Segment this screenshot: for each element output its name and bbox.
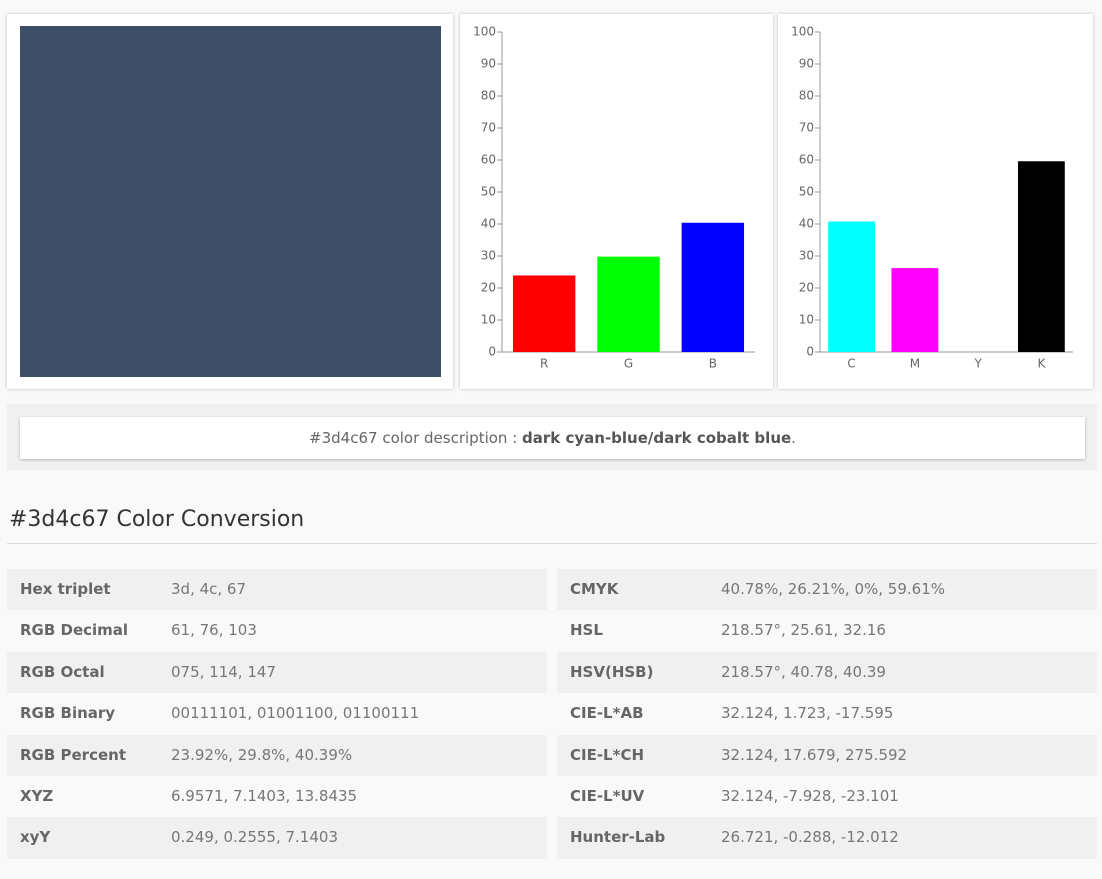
conversion-row: CIE-L*UV 32.124, -7.928, -23.101 xyxy=(557,775,1097,818)
y-tick-label: 100 xyxy=(473,25,496,39)
y-tick-label: 50 xyxy=(799,185,814,199)
y-tick-label: 10 xyxy=(799,313,814,327)
row-label: RGB Binary xyxy=(20,704,116,723)
row-value: 218.57°, 25.61, 32.16 xyxy=(721,621,886,640)
conversion-row: CIE-L*CH 32.124, 17.679, 275.592 xyxy=(557,734,1097,776)
conversion-row: CIE-L*AB 32.124, 1.723, -17.595 xyxy=(557,693,1097,735)
x-tick-label: C xyxy=(847,357,855,371)
row-label: CIE-L*UV xyxy=(570,786,645,805)
row-label: xyY xyxy=(20,828,51,847)
row-value: 23.92%, 29.8%, 40.39% xyxy=(171,745,353,764)
y-tick-label: 70 xyxy=(481,121,496,135)
conversion-table-left: Hex triplet 3d, 4c, 67 RGB Decimal 61, 76, … xyxy=(7,569,547,859)
row-label: Hunter-Lab xyxy=(570,828,666,847)
separator: : xyxy=(507,429,523,447)
row-label: RGB Decimal xyxy=(20,621,129,640)
x-tick-label: Y xyxy=(973,357,982,371)
conversion-row: HSL 218.57°, 25.61, 32.16 xyxy=(557,610,1097,652)
y-tick-label: 40 xyxy=(799,217,814,231)
bar xyxy=(681,222,745,352)
row-label: HSV(HSB) xyxy=(570,662,654,681)
y-tick-label: 20 xyxy=(799,281,814,295)
conversion-row: RGB Percent 23.92%, 29.8%, 40.39% xyxy=(7,734,547,776)
row-label: HSL xyxy=(570,621,603,640)
cmyk-chart-panel: 0 10 20 30 40 50 60 70 80 90 100 C M Y K xyxy=(778,14,1093,389)
suffix: . xyxy=(791,429,796,447)
bar xyxy=(597,256,660,352)
row-label: CIE-L*CH xyxy=(570,745,645,764)
y-tick-label: 80 xyxy=(481,89,496,103)
row-value: 32.124, -7.928, -23.101 xyxy=(721,786,899,805)
rgb-chart-panel: 0 10 20 30 40 50 60 70 80 90 100 R G B xyxy=(460,14,773,389)
y-tick-label: 50 xyxy=(481,185,496,199)
conversion-table-right: CMYK 40.78%, 26.21%, 0%, 59.61% HSL 218.57°… xyxy=(557,569,1097,859)
description-prefix: #3d4c67 color description xyxy=(309,429,508,447)
y-tick-label: 70 xyxy=(799,121,814,135)
conversion-row: CMYK 40.78%, 26.21%, 0%, 59.61% xyxy=(557,569,1097,611)
row-value: 6.9571, 7.1403, 13.8435 xyxy=(171,786,358,805)
cmyk-chart: 0 10 20 30 40 50 60 70 80 90 100 C M Y K xyxy=(791,25,1073,371)
y-tick-label: 0 xyxy=(488,345,496,359)
row-value: 32.124, 1.723, -17.595 xyxy=(721,704,894,723)
divider xyxy=(7,543,1097,544)
row-label: CMYK xyxy=(570,580,619,598)
x-tick-label: K xyxy=(1037,357,1046,371)
y-tick-label: 30 xyxy=(481,249,496,263)
bar xyxy=(891,268,939,352)
row-value: 3d, 4c, 67 xyxy=(171,580,247,598)
y-tick-label: 90 xyxy=(799,57,814,71)
row-value: 32.124, 17.679, 275.592 xyxy=(721,745,908,764)
conversion-row: RGB Decimal 61, 76, 103 xyxy=(7,610,547,652)
row-label: RGB Percent xyxy=(20,745,126,764)
row-value: 218.57°, 40.78, 40.39 xyxy=(721,662,886,681)
y-tick-label: 60 xyxy=(799,153,814,167)
x-tick-label: B xyxy=(709,357,717,371)
color-swatch xyxy=(20,26,441,377)
y-tick-label: 30 xyxy=(799,249,814,263)
description: #3d4c67 color description : dark cyan-bl… xyxy=(20,417,1085,459)
y-tick-label: 10 xyxy=(481,313,496,327)
row-value: 40.78%, 26.21%, 0%, 59.61% xyxy=(721,580,945,598)
row-value: 00111101, 01001100, 01100111 xyxy=(171,704,420,723)
bar xyxy=(512,275,576,352)
row-label: Hex triplet xyxy=(20,580,111,598)
row-value: 0.249, 0.2555, 7.1403 xyxy=(171,828,338,847)
swatch-panel xyxy=(7,14,453,389)
row-value: 26.721, -0.288, -12.012 xyxy=(721,828,899,847)
y-tick-label: 90 xyxy=(481,57,496,71)
x-tick-label: R xyxy=(540,357,548,371)
x-tick-label: G xyxy=(624,357,633,371)
section-title: #3d4c67 Color Conversion xyxy=(9,507,305,532)
conversion-row: Hunter-Lab 26.721, -0.288, -12.012 xyxy=(557,817,1097,859)
row-label: XYZ xyxy=(20,786,54,805)
row-value: 075, 114, 147 xyxy=(171,662,276,681)
bar xyxy=(1017,161,1065,352)
row-label: CIE-L*AB xyxy=(570,704,644,723)
y-tick-label: 60 xyxy=(481,153,496,167)
color-name: dark cyan-blue/dark cobalt blue xyxy=(522,429,792,447)
row-label: RGB Octal xyxy=(20,662,105,681)
conversion-row: RGB Octal 075, 114, 147 xyxy=(7,651,547,694)
conversion-row: RGB Binary 00111101, 01001100, 01100111 xyxy=(7,693,547,735)
conversion-row: HSV(HSB) 218.57°, 40.78, 40.39 xyxy=(557,651,1097,694)
y-tick-label: 0 xyxy=(806,345,814,359)
y-tick-label: 40 xyxy=(481,217,496,231)
row-value: 61, 76, 103 xyxy=(171,621,257,640)
conversion-row: XYZ 6.9571, 7.1403, 13.8435 xyxy=(7,775,547,818)
description-bar: #3d4c67 color description : dark cyan-bl… xyxy=(7,404,1097,470)
y-tick-label: 80 xyxy=(799,89,814,103)
rgb-chart: 0 10 20 30 40 50 60 70 80 90 100 R G B xyxy=(473,25,755,371)
bar xyxy=(828,221,876,352)
conversion-row: xyY 0.249, 0.2555, 7.1403 xyxy=(7,817,547,859)
y-tick-label: 20 xyxy=(481,281,496,295)
y-tick-label: 100 xyxy=(791,25,814,39)
conversion-row: Hex triplet 3d, 4c, 67 xyxy=(7,569,547,611)
x-tick-label: M xyxy=(910,357,920,371)
